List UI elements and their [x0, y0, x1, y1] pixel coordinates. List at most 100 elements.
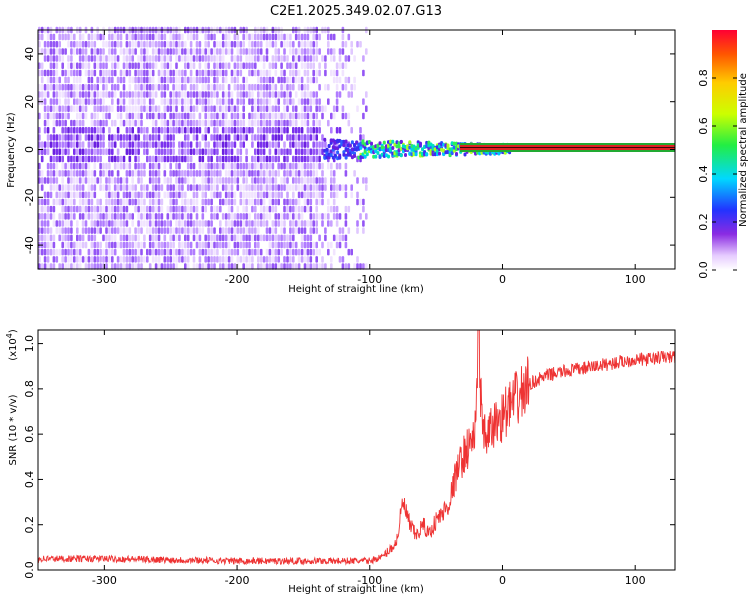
spectrogram-cell: [163, 248, 167, 256]
spectrogram-cell: [362, 112, 365, 120]
spectrogram-cell: [105, 105, 108, 112]
spectrogram-cell: [163, 162, 167, 170]
spectrogram-cell: [160, 127, 164, 134]
spectrogram-cell: [181, 170, 184, 177]
spectrogram-cell: [198, 220, 202, 227]
spectrogram-cell: [143, 76, 146, 84]
spectrogram-cell: [332, 205, 336, 213]
spectrogram-cell: [157, 41, 161, 48]
spectrogram-cell: [166, 241, 170, 249]
spectrogram-cell: [184, 69, 187, 77]
spectrogram-cell: [143, 91, 146, 98]
spectrogram-cell: [227, 148, 231, 155]
spectrogram-cell: [49, 69, 53, 77]
spectrogram-cell: [186, 155, 190, 163]
spectrogram-cell: [140, 227, 143, 234]
spectrogram-cell: [303, 205, 307, 213]
spectrogram-cell: [49, 62, 53, 69]
spectrogram-cell: [306, 170, 310, 177]
spectrogram-cell: [204, 119, 207, 127]
spectrogram-cell: [140, 198, 143, 206]
spectrogram-cell: [61, 220, 64, 227]
spectrogram-cell: [70, 191, 73, 199]
spectrogram-cell: [268, 148, 272, 155]
spectrogram-cell: [303, 256, 307, 263]
spectrogram-cell: [178, 155, 181, 163]
spectrogram-cell: [221, 227, 225, 234]
spectrogram-cell: [242, 198, 245, 206]
spectrogram-cell: [49, 112, 53, 120]
spectrogram-cell: [140, 162, 143, 170]
spectrogram-cell: [303, 184, 307, 191]
spectrogram-cell: [108, 170, 111, 177]
spectrogram-cell: [268, 170, 272, 177]
spectrogram-cell: [312, 220, 315, 227]
spectrogram-cell: [216, 62, 219, 69]
spectrogram-cell: [242, 98, 245, 105]
spectrogram-cell: [280, 162, 283, 170]
spectrogram-cell: [119, 134, 123, 141]
spectrogram-cell: [289, 184, 292, 191]
spectrogram-cell: [186, 170, 190, 177]
spectrogram-cell: [151, 55, 155, 62]
spectrogram-cell: [192, 148, 196, 155]
snr-frame: [37, 329, 676, 571]
spectrogram-cell: [175, 248, 178, 256]
spectrogram-cell: [96, 205, 99, 213]
spectrogram-cell: [163, 134, 167, 141]
spectrogram-cell: [236, 220, 240, 227]
spectrogram-cell: [108, 127, 111, 134]
spectrogram-cell: [78, 62, 82, 69]
spectrogram-cell: [61, 141, 64, 148]
spectrogram-cell: [230, 220, 234, 227]
spectrogram-cell: [70, 155, 73, 163]
spectrogram-cell: [40, 198, 44, 206]
spectrogram-cell: [239, 241, 243, 249]
spectrogram-cell: [143, 170, 146, 177]
spectrogram-cell: [309, 227, 313, 234]
spectrogram-cell: [166, 84, 170, 91]
spectrogram-cell: [356, 191, 359, 199]
x-tick-label: -100: [357, 574, 382, 587]
spectrogram-cell: [303, 33, 307, 41]
spectrogram-cell: [324, 184, 327, 191]
spectrogram-cell: [274, 69, 278, 77]
spectrogram-cell: [163, 148, 167, 155]
spectrogram-cell: [189, 119, 193, 127]
spectrogram-cell: [181, 141, 184, 148]
spectrogram-cell: [274, 119, 278, 127]
spectrogram-cell: [43, 98, 47, 105]
spectrogram-cell: [148, 198, 152, 206]
spectrogram-cell: [134, 248, 137, 256]
spectrogram-cell: [181, 33, 184, 41]
spectrogram-cell: [236, 148, 240, 155]
spectrogram-cell: [318, 119, 321, 127]
spectrogram-cell: [157, 141, 161, 148]
spectrogram-cell: [306, 91, 310, 98]
spectrogram-cell: [81, 191, 85, 199]
spectrogram-cell: [335, 213, 339, 220]
spectrogram-cell: [315, 112, 318, 120]
spectrogram-cell: [210, 177, 213, 184]
spectrogram-cell: [271, 205, 275, 213]
spectrogram-cell: [52, 84, 56, 91]
spectrogram-cell: [52, 198, 56, 206]
spectrogram-cell: [38, 41, 41, 48]
spectrogram-cell: [259, 148, 263, 155]
spectrogram-cell: [52, 127, 56, 134]
spectrogram-cell: [192, 170, 196, 177]
spectrogram-cell: [84, 41, 88, 48]
spectrogram-cell: [210, 220, 213, 227]
spectrogram-cell: [119, 241, 123, 249]
spectrogram-cell: [64, 227, 67, 234]
spectrogram-cell: [184, 263, 187, 270]
spectrogram-cell: [242, 162, 245, 170]
spectrogram-cell: [151, 248, 155, 256]
colorbar-tick-label: 0.0: [697, 261, 710, 279]
spectrogram-cell: [122, 234, 126, 242]
spectrogram-cell: [245, 234, 248, 242]
spectrogram-cell: [105, 241, 108, 249]
spectrogram-cell: [286, 41, 289, 48]
spectrogram-cell: [55, 112, 59, 120]
